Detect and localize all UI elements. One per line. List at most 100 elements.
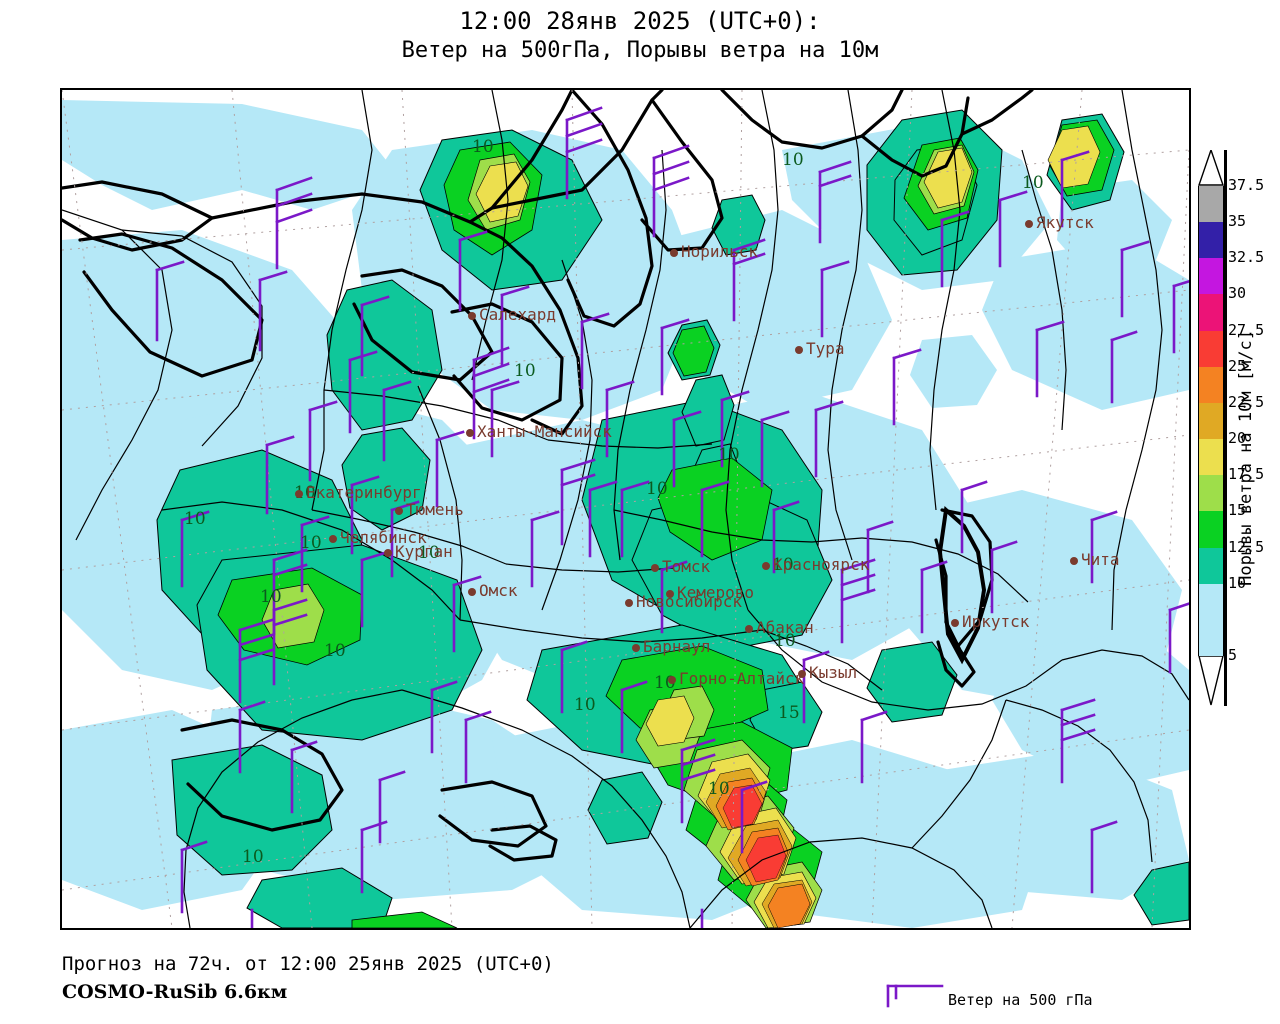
city-marker [468,312,476,320]
svg-text:10: 10 [772,555,794,575]
city-label: Тюмень [406,500,464,519]
city-marker [651,564,659,572]
city-marker [798,670,806,678]
colorbar-axis-line [1224,150,1227,706]
svg-text:10: 10 [514,361,536,381]
city-marker [329,535,337,543]
city-marker [1025,220,1033,228]
city-label: Салехард [479,305,557,324]
svg-text:10: 10 [472,137,494,157]
lake-baikal [937,506,987,665]
city-label: Екатеринбург [306,483,422,502]
city-marker [466,429,474,437]
colorbar-band [1198,402,1224,440]
city-label: Челябинск [340,528,427,547]
model-name: COSMO-RuSib 6.6км [62,981,288,1003]
forecast-info: Прогноз на 72ч. от 12:00 25янв 2025 (UTC… [62,953,554,975]
svg-text:10: 10 [774,631,796,651]
colorbar-tick: 20 [1228,429,1247,448]
city-label: Томск [662,557,711,576]
svg-text:10: 10 [184,509,206,529]
city-marker [670,249,678,257]
city-marker [395,507,403,515]
city-marker [468,588,476,596]
city-marker [795,346,803,354]
colorbar-band [1198,366,1224,403]
colorbar-band [1198,186,1224,223]
chart-title-block: 12:00 28янв 2025 (UTC+0): Ветер на 500гП… [0,6,1280,66]
colorbar-title: Порывы ветра на 10м [м/с] [1236,330,1256,586]
svg-text:10: 10 [718,445,740,465]
colorbar-tick: 10 [1228,573,1247,592]
city-marker [1070,557,1078,565]
city-label: Якутск [1036,213,1094,232]
city-label: Тура [806,339,845,358]
svg-text:10: 10 [300,533,322,553]
city-label: Иркутск [962,612,1030,631]
colorbar-band [1198,475,1224,512]
title-datetime: 12:00 28янв 2025 (UTC+0): [459,7,821,35]
svg-text:10: 10 [418,543,440,563]
colorbar-band [1198,330,1224,367]
city-label: Абакан [756,618,814,637]
wind-barbs-500hpa [155,106,1189,928]
city-marker [668,676,676,684]
city-label: Омск [479,581,518,600]
colorbar-tick: 17.5 [1228,465,1265,484]
colorbar-tick: 32.5 [1228,248,1265,267]
map-canvas: 10 10 10 10 10 10 10 10 10 10 10 10 10 1… [62,90,1189,928]
colorbar-tick: 22.5 [1228,392,1265,411]
colorbar-band [1198,294,1224,331]
svg-text:10: 10 [324,641,346,661]
city-marker [951,619,959,627]
coastline [62,90,1034,862]
colorbar-band [1198,439,1224,476]
colorbar-tick: 25 [1228,356,1247,375]
city-marker [384,549,392,557]
svg-text:15: 15 [778,703,800,723]
city-label: Новосибирск [636,592,742,611]
city-marker [632,644,640,652]
city-marker [762,562,770,570]
colorbar-gradient [1198,186,1224,656]
colorbar-band [1198,583,1224,656]
colorbar-bottom-arrow [1198,656,1224,706]
colorbar-tick: 5 [1228,646,1238,664]
colorbar-band [1198,547,1224,584]
wind-barb-legend-symbol [886,984,944,1008]
svg-text:10: 10 [242,847,264,867]
colorbar-tick: 35 [1228,212,1247,231]
city-marker [666,590,674,598]
colorbar-tick: 30 [1228,284,1247,303]
title-variables: Ветер на 500гПа, Порывы ветра на 10м [401,38,879,63]
svg-text:10: 10 [708,779,730,799]
wind-barb-legend-label: Ветер на 500 гПа [948,991,1093,1009]
city-label: Кызыл [809,663,858,682]
city-label: Барнаул [643,637,711,656]
colorbar-band [1198,222,1224,259]
contour-labels: 10 10 10 10 10 10 10 10 10 10 10 10 10 1… [184,137,1044,867]
city-label: Чита [1081,550,1120,569]
city-marker [745,625,753,633]
city-label: Красноярск [773,555,870,574]
graticule [62,90,1189,928]
footer-block: Прогноз на 72ч. от 12:00 25янв 2025 (UTC… [62,950,554,1006]
city-label: Ханты-Мансийск [477,422,612,441]
colorbar-tick: 37.5 [1228,176,1265,194]
colorbar-tick: 12.5 [1228,537,1265,556]
city-label: Кемерово [677,583,755,602]
city-label: Курган [395,542,453,561]
city-marker [295,490,303,498]
weather-map[interactable]: 10 10 10 10 10 10 10 10 10 10 10 10 10 1… [60,88,1191,930]
svg-text:10: 10 [1022,173,1044,193]
colorbar-band [1198,258,1224,295]
city-marker [625,599,633,607]
city-label: Норильск [681,242,759,261]
colorbar-top-arrow [1198,150,1224,186]
svg-text:10: 10 [294,483,316,503]
svg-text:10: 10 [646,479,668,499]
svg-text:10: 10 [574,695,596,715]
svg-text:10: 10 [782,150,804,170]
colorbar-tick: 27.5 [1228,320,1265,339]
svg-text:10: 10 [260,587,282,607]
